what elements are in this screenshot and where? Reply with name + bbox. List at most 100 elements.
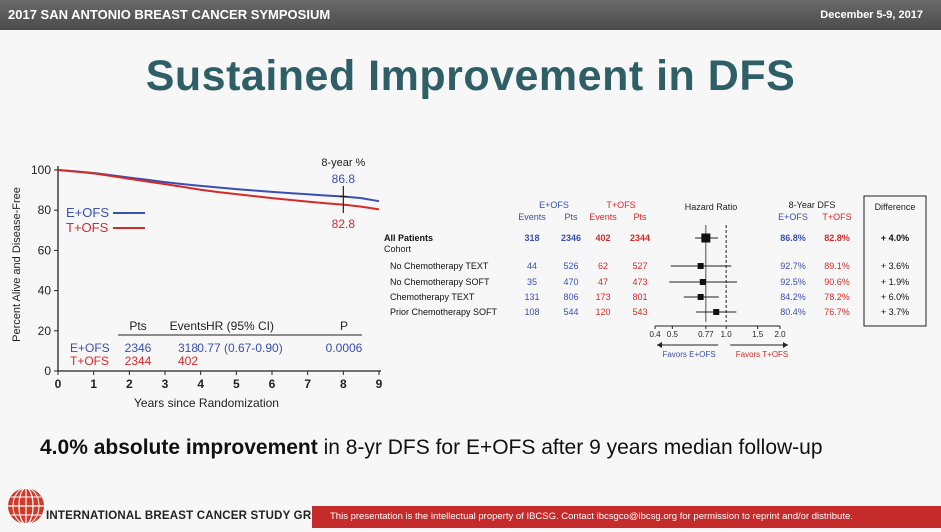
- slide-title: Sustained Improvement in DFS: [145, 52, 796, 100]
- forest-favors-right-arrowhead: [783, 342, 788, 348]
- km-x-tick-label: 5: [233, 377, 240, 391]
- km-x-tick-label: 6: [269, 377, 276, 391]
- forest-x-tick-label: 2.0: [774, 330, 786, 339]
- forest-cell-diff: + 1.9%: [881, 277, 909, 287]
- footer-legal: This presentation is the intellectual pr…: [312, 506, 941, 528]
- forest-cell-e-dfs: 86.8%: [780, 233, 806, 243]
- forest-row-label: No Chemotherapy TEXT: [390, 261, 489, 271]
- forest-cell-t-events: 120: [595, 307, 610, 317]
- forest-favors-left: Favors E+OFS: [662, 350, 715, 359]
- km-value-eofs: 86.8: [332, 172, 356, 186]
- forest-cell-t-pts: 543: [632, 307, 647, 317]
- forest-header-difference: Difference: [875, 202, 916, 212]
- forest-point: [701, 233, 711, 243]
- forest-header-dfs-tofs: T+OFS: [822, 212, 851, 222]
- forest-cell-t-dfs: 78.2%: [824, 292, 850, 302]
- km-x-tick-label: 2: [126, 377, 133, 391]
- forest-cell-t-events: 62: [598, 261, 608, 271]
- km-value-tofs: 82.8: [332, 217, 356, 231]
- forest-cell-t-pts: 2344: [630, 233, 650, 243]
- km-y-tick-label: 0: [44, 364, 51, 378]
- forest-x-tick-label: 1.5: [752, 330, 764, 339]
- conclusion-bold: 4.0% absolute improvement: [40, 436, 318, 459]
- km-table-header: P: [340, 319, 348, 333]
- forest-row-label: No Chemotherapy SOFT: [390, 277, 490, 287]
- km-table-cell: 402: [178, 354, 198, 368]
- km-table-header: Events: [170, 319, 207, 333]
- forest-cell-diff: + 3.6%: [881, 261, 909, 271]
- forest-difference-box: [863, 195, 927, 327]
- forest-cell-diff: + 6.0%: [881, 292, 909, 302]
- forest-cell-diff: + 4.0%: [881, 233, 909, 243]
- km-table-cell: T+OFS: [70, 354, 109, 368]
- km-y-label: Percent Alive and Disease-Free: [11, 187, 23, 342]
- km-x-tick-label: 0: [55, 377, 62, 391]
- forest-cell-e-pts: 806: [563, 292, 578, 302]
- forest-header-e-pts: Pts: [564, 212, 578, 222]
- km-x-tick-label: 9: [376, 377, 383, 391]
- forest-header-e-events: Events: [518, 212, 546, 222]
- forest-cell-e-events: 44: [527, 261, 537, 271]
- km-table-cell: 0.0006: [326, 341, 363, 355]
- km-legend-label: T+OFS: [66, 220, 109, 235]
- forest-header-dfs: 8-Year DFS: [789, 200, 836, 210]
- km-table-cell: E+OFS: [70, 341, 110, 355]
- header-bar: 2017 SAN ANTONIO BREAST CANCER SYMPOSIUM…: [0, 0, 941, 30]
- km-y-tick-label: 60: [38, 243, 52, 257]
- forest-cell-t-pts: 801: [632, 292, 647, 302]
- km-table-header: HR (95% CI): [206, 319, 274, 333]
- forest-cell-t-pts: 473: [632, 277, 647, 287]
- forest-cell-t-dfs: 82.8%: [824, 233, 850, 243]
- km-series-t-ofs-line: [57, 169, 380, 211]
- conference-dates: December 5-9, 2017: [820, 9, 923, 21]
- forest-cell-e-events: 318: [524, 233, 539, 243]
- km-y-tick-label: 80: [38, 203, 52, 217]
- km-table-header: Pts: [129, 319, 146, 333]
- forest-point: [697, 263, 704, 269]
- forest-title: Hazard Ratio: [685, 202, 738, 212]
- conference-name: 2017 SAN ANTONIO BREAST CANCER SYMPOSIUM: [8, 7, 331, 22]
- forest-cell-e-dfs: 92.7%: [780, 261, 806, 271]
- forest-point: [699, 279, 706, 285]
- forest-x-tick-label: 0.4: [649, 330, 661, 339]
- forest-cell-e-events: 108: [524, 307, 539, 317]
- forest-cell-t-events: 47: [598, 277, 608, 287]
- conclusion-text: 4.0% absolute improvement in 8-yr DFS fo…: [40, 436, 823, 460]
- km-marker-label: 8-year %: [321, 157, 365, 169]
- km-y-tick-label: 20: [38, 324, 52, 338]
- forest-cell-t-dfs: 76.7%: [824, 307, 850, 317]
- km-legend-label: E+OFS: [66, 205, 109, 220]
- forest-cell-t-events: 173: [595, 292, 610, 302]
- forest-cell-t-dfs: 90.6%: [824, 277, 850, 287]
- footer: INTERNATIONAL BREAST CANCER STUDY GROUP …: [0, 496, 941, 532]
- km-y-tick-label: 40: [38, 284, 52, 298]
- forest-point: [713, 309, 720, 315]
- forest-favors-left-arrowhead: [657, 342, 662, 348]
- conclusion-rest: in 8-yr DFS for E+OFS after 9 years medi…: [317, 436, 823, 459]
- forest-header-dfs-eofs: E+OFS: [778, 212, 808, 222]
- forest-row-label: All Patients: [384, 233, 433, 243]
- forest-point: [697, 294, 704, 300]
- forest-cell-diff: + 3.7%: [881, 307, 909, 317]
- km-table-cell: 318: [178, 341, 198, 355]
- forest-x-tick-label: 0.77: [698, 330, 714, 339]
- forest-cell-e-pts: 544: [563, 307, 578, 317]
- forest-header-t-events: Events: [589, 212, 617, 222]
- km-x-tick-label: 3: [162, 377, 169, 391]
- forest-cell-t-events: 402: [595, 233, 610, 243]
- forest-cohort-label: Cohort: [384, 244, 412, 254]
- forest-cell-e-dfs: 84.2%: [780, 292, 806, 302]
- forest-x-tick-label: 1.0: [721, 330, 733, 339]
- forest-header-t-pts: Pts: [633, 212, 647, 222]
- forest-row-label: Prior Chemotherapy SOFT: [390, 307, 498, 317]
- km-x-tick-label: 8: [340, 377, 347, 391]
- forest-row-label: Chemotherapy TEXT: [390, 292, 475, 302]
- forest-header-eofs: E+OFS: [539, 200, 569, 210]
- ibcsg-globe-logo: [8, 487, 44, 525]
- km-x-tick-label: 4: [197, 377, 204, 391]
- forest-cell-e-events: 35: [527, 277, 537, 287]
- km-x-tick-label: 1: [90, 377, 97, 391]
- forest-favors-right: Favors T+OFS: [736, 350, 789, 359]
